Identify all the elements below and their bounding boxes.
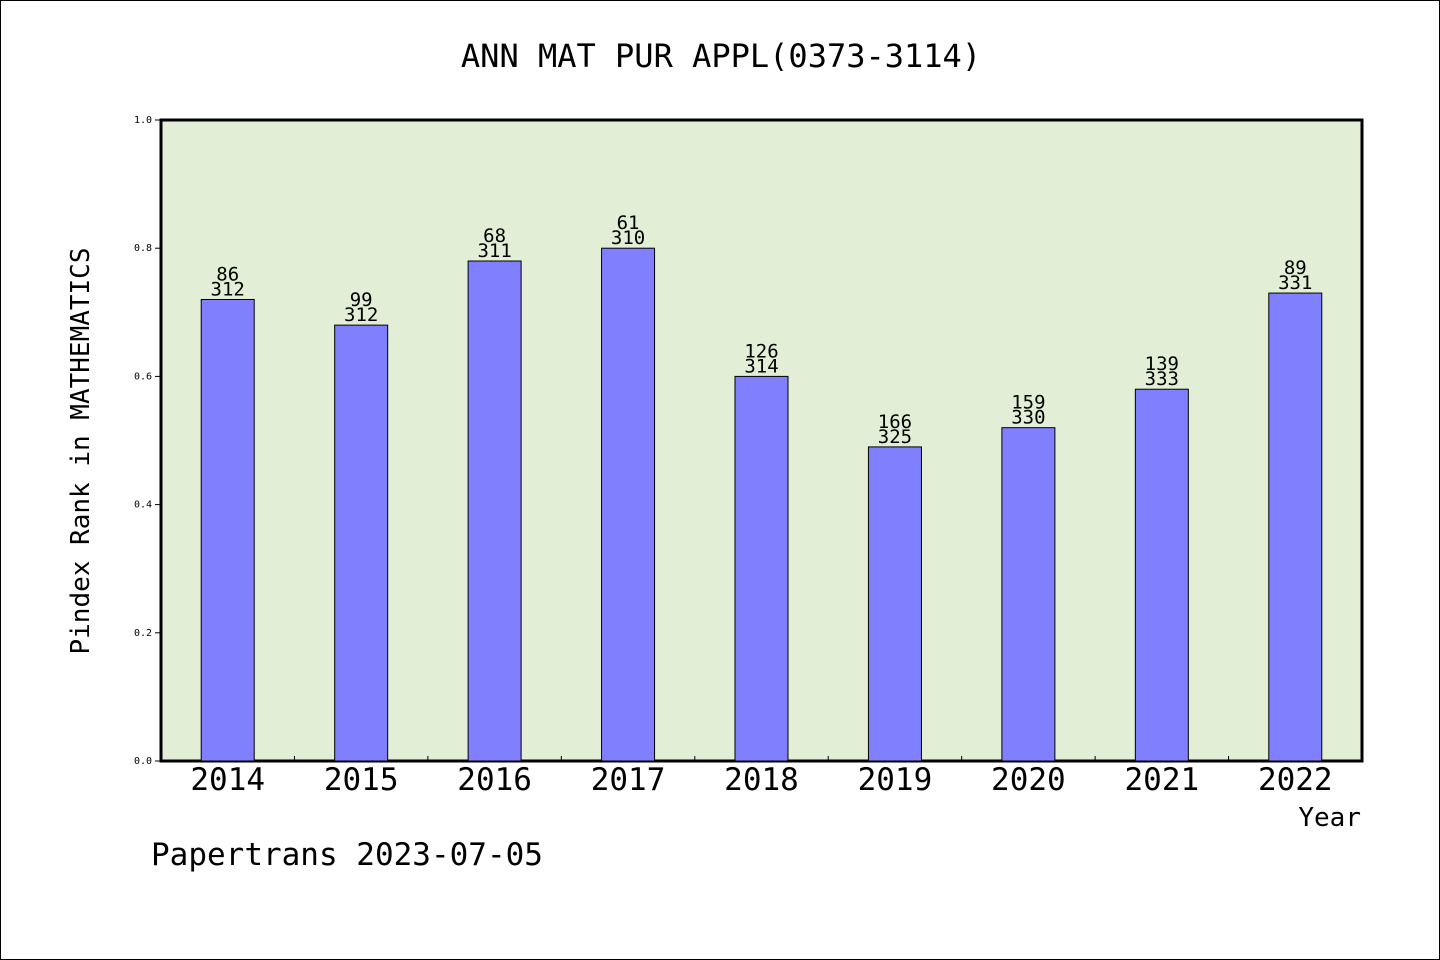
x-axis-label: Year — [1298, 803, 1361, 833]
bar-2021 — [1134, 388, 1189, 762]
bar-total-label: 311 — [477, 240, 511, 262]
x-tick-label: 2018 — [724, 762, 799, 798]
bar-total-label: 310 — [611, 227, 645, 249]
bar-2015 — [334, 324, 389, 762]
y-axis-label: Pindex Rank in MATHEMATICS — [66, 248, 96, 655]
x-tick-label: 2021 — [1125, 762, 1200, 798]
bar-2022 — [1268, 292, 1323, 762]
bar-2019 — [867, 446, 922, 762]
bar-total-label: 314 — [744, 355, 778, 377]
x-tick-label: 2022 — [1258, 762, 1333, 798]
chart-title: ANN MAT PUR APPL(0373-3114) — [461, 37, 981, 75]
x-tick-label: 2019 — [858, 762, 933, 798]
x-tick-label: 2015 — [324, 762, 399, 798]
y-tick-label: 0.2 — [134, 628, 152, 639]
bar-rank-label: 86 — [216, 263, 239, 285]
bar-2016 — [467, 260, 522, 762]
bar-rank-label: 89 — [1284, 257, 1307, 279]
bar-2014 — [200, 298, 255, 762]
bar-total-label: 331 — [1278, 272, 1312, 294]
bar-rank-label: 159 — [1011, 392, 1045, 414]
bar-rank-label: 139 — [1145, 353, 1179, 375]
bar-2018 — [734, 375, 789, 762]
bar-rank-label: 61 — [617, 212, 640, 234]
x-axis: 2014 2015 2016 2017 2018 2019 2020 2021 2022 — [190, 756, 1333, 798]
x-tick-label: 2020 — [991, 762, 1066, 798]
y-axis: 0.0 0.2 0.4 0.6 0.8 1.0 — [134, 115, 161, 767]
bar-total-label: 333 — [1145, 368, 1179, 390]
bar-total-label: 312 — [211, 278, 245, 300]
bar-2017 — [601, 247, 656, 762]
y-tick-label: 0.6 — [134, 371, 152, 382]
bar-rank-label: 68 — [483, 225, 506, 247]
footer-credit: Papertrans 2023-07-05 — [151, 837, 543, 873]
bar-total-label: 330 — [1011, 407, 1045, 429]
x-tick-label: 2014 — [190, 762, 265, 798]
bar-rank-label: 99 — [350, 289, 373, 311]
y-tick-label: 0.0 — [134, 756, 152, 767]
y-tick-label: 0.4 — [134, 500, 152, 511]
bar-total-label: 325 — [878, 426, 912, 448]
y-tick-label: 1.0 — [134, 115, 152, 126]
x-tick-label: 2016 — [457, 762, 532, 798]
bar-total-label: 312 — [344, 304, 378, 326]
bar-2020 — [1001, 427, 1056, 762]
bar-rank-label: 166 — [878, 411, 912, 433]
bar-rank-label: 126 — [744, 340, 778, 362]
y-tick-label: 0.8 — [134, 243, 152, 254]
x-tick-label: 2017 — [591, 762, 666, 798]
